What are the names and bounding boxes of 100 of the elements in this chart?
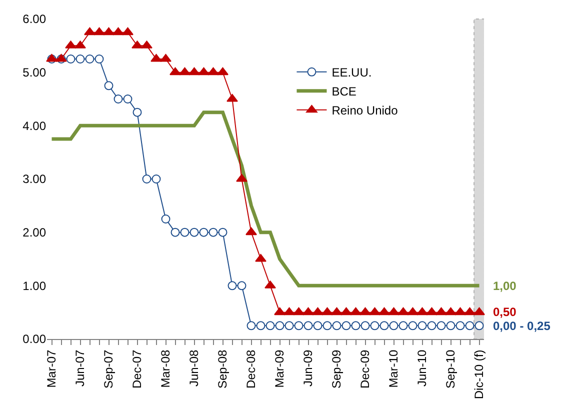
point xyxy=(228,281,237,290)
point xyxy=(427,321,436,330)
point xyxy=(217,67,228,76)
point xyxy=(332,321,342,330)
point xyxy=(380,321,389,330)
x-tick-label: Mar-08 xyxy=(158,349,173,388)
annotation: 1,00 xyxy=(493,279,517,293)
point xyxy=(284,307,295,316)
point xyxy=(454,307,466,316)
y-tick-label: 3.00 xyxy=(22,172,46,186)
y-tick-label: 4.00 xyxy=(22,118,46,133)
point xyxy=(256,321,266,330)
point xyxy=(170,228,180,237)
point xyxy=(304,321,313,330)
x-tick-label: Sep-07 xyxy=(102,349,116,389)
point xyxy=(351,321,360,330)
point xyxy=(218,228,228,237)
point xyxy=(180,228,190,237)
point xyxy=(445,307,456,316)
y-tick-label: 2.00 xyxy=(22,226,46,240)
x-tick-label: Sep-09 xyxy=(330,349,344,389)
point xyxy=(398,321,408,330)
point xyxy=(322,307,333,316)
y-tick-label: 6.00 xyxy=(22,12,46,26)
point xyxy=(66,54,76,64)
point xyxy=(407,307,418,316)
y-tick-label: 5.00 xyxy=(22,66,46,80)
point xyxy=(389,321,398,330)
point xyxy=(122,27,134,36)
x-tick-label: Mar-10 xyxy=(386,349,401,388)
point xyxy=(190,228,199,237)
point xyxy=(123,94,132,104)
point xyxy=(188,67,200,76)
point xyxy=(246,227,257,236)
x-tick-label: Jun-07 xyxy=(73,349,88,387)
point xyxy=(142,174,152,184)
legend-label: Reino Unido xyxy=(332,104,398,118)
point xyxy=(464,307,476,316)
point xyxy=(275,321,284,330)
point xyxy=(313,321,322,330)
x-tick-label: Jun-10 xyxy=(415,349,430,387)
point xyxy=(94,54,104,64)
x-tick-label: Dec-08 xyxy=(244,349,258,388)
point xyxy=(152,174,161,184)
x-tick-label: Dec-07 xyxy=(130,349,144,388)
legend-label: BCE xyxy=(332,84,356,99)
point xyxy=(284,321,294,330)
point xyxy=(103,27,114,36)
point xyxy=(408,321,418,330)
x-tick-label: Sep-10 xyxy=(444,349,458,389)
x-tick-label: Dic-10 (f) xyxy=(472,350,486,400)
point xyxy=(112,27,124,36)
point xyxy=(474,321,484,330)
point xyxy=(208,228,218,237)
legend-label: EE.UU. xyxy=(332,66,372,80)
x-tick-label: Sep-08 xyxy=(216,349,230,389)
x-tick-label: Jun-08 xyxy=(187,349,202,387)
y-tick-label: 0.00 xyxy=(22,332,46,346)
point xyxy=(246,321,256,330)
point xyxy=(474,307,485,316)
point xyxy=(370,321,380,330)
point xyxy=(104,81,114,90)
point xyxy=(293,307,304,316)
point xyxy=(266,321,275,330)
point xyxy=(274,307,286,316)
point xyxy=(350,307,362,316)
annotation: 0,00 - 0,25 xyxy=(493,319,551,333)
point xyxy=(360,307,371,316)
point xyxy=(161,214,170,224)
point xyxy=(302,307,314,316)
point xyxy=(340,307,352,316)
y-tick-label: 1.00 xyxy=(22,278,46,293)
point xyxy=(436,321,446,330)
point xyxy=(465,321,474,330)
x-tick-label: Jun-09 xyxy=(301,349,316,387)
x-tick-label: Mar-07 xyxy=(44,349,59,388)
point xyxy=(398,307,409,316)
point xyxy=(94,27,105,36)
point xyxy=(360,321,370,330)
point xyxy=(198,67,210,76)
point xyxy=(76,54,85,64)
point xyxy=(322,321,332,330)
annotation: 0,50 xyxy=(493,305,517,319)
point xyxy=(199,228,208,237)
point xyxy=(446,321,456,330)
point xyxy=(388,307,400,316)
point xyxy=(331,307,342,316)
point xyxy=(369,307,380,316)
point xyxy=(237,281,246,290)
point xyxy=(342,321,351,330)
x-tick-label: Dec-09 xyxy=(358,349,372,388)
point xyxy=(84,27,96,36)
point xyxy=(85,54,94,64)
point xyxy=(456,321,465,330)
point xyxy=(418,321,427,330)
point xyxy=(294,321,304,330)
point xyxy=(378,307,390,316)
point xyxy=(436,307,447,316)
point xyxy=(416,307,428,316)
point xyxy=(312,307,324,316)
